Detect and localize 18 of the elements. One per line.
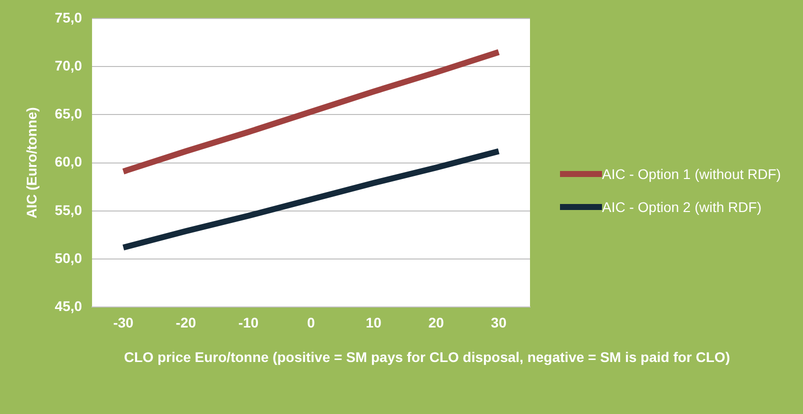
y-tick-label: 60,0 (54, 154, 82, 170)
y-tick-label: 75,0 (54, 9, 82, 26)
x-tick-label: -30 (113, 314, 134, 330)
x-axis-title: CLO price Euro/tonne (positive = SM pays for CLO disposal, negative = SM is paid for CLO) (124, 348, 731, 367)
y-axis-title: AIC (Euro/tonne) (23, 107, 40, 218)
y-tick-label: 70,0 (54, 57, 82, 74)
x-tick-label: 0 (307, 314, 316, 330)
legend-label: AIC - Option 1 (without RDF) (602, 165, 781, 184)
x-tick-label: 30 (490, 314, 507, 330)
y-tick-label: 45,0 (54, 298, 82, 314)
legend-label: AIC - Option 2 (with RDF) (602, 198, 762, 217)
y-tick-label: 55,0 (54, 202, 82, 218)
y-tick-label: 65,0 (54, 106, 82, 122)
x-tick-label: 20 (428, 314, 444, 330)
x-tick-label: -20 (176, 314, 196, 330)
x-tick-label: 10 (366, 314, 382, 330)
x-tick-label: -10 (238, 314, 259, 330)
y-tick-label: 50,0 (54, 250, 82, 266)
